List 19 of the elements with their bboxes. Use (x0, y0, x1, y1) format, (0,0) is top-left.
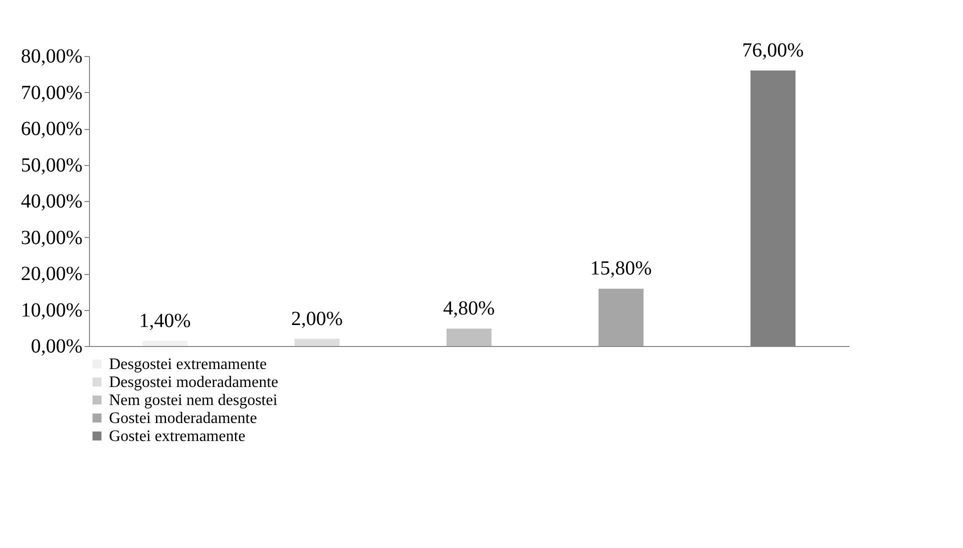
legend-label: Gostei extremamente (109, 428, 246, 445)
y-tick-label: 80,00% (20, 46, 82, 68)
y-tick-label: 10,00% (20, 299, 82, 322)
data-label: 15,80% (590, 258, 652, 280)
y-tick-label: 70,00% (20, 82, 82, 104)
data-label: 4,80% (443, 298, 495, 320)
legend-label: Desgostei moderadamente (109, 374, 278, 391)
data-label: 2,00% (291, 308, 343, 330)
y-tick-label: 30,00% (20, 226, 82, 249)
y-tick-label: 0,00% (30, 336, 82, 358)
legend-label: Nem gostei nem desgostei (109, 392, 278, 409)
legend-label: Gostei moderadamente (109, 410, 257, 427)
data-label: 1,40% (139, 310, 191, 332)
y-tick-label: 20,00% (20, 263, 82, 285)
legend-label: Desgostei extremamente (109, 356, 267, 373)
y-tick-label: 40,00% (20, 190, 82, 212)
y-tick-label: 50,00% (20, 154, 82, 176)
y-tick-label: 60,00% (20, 118, 82, 140)
data-label: 76,00% (742, 40, 804, 62)
